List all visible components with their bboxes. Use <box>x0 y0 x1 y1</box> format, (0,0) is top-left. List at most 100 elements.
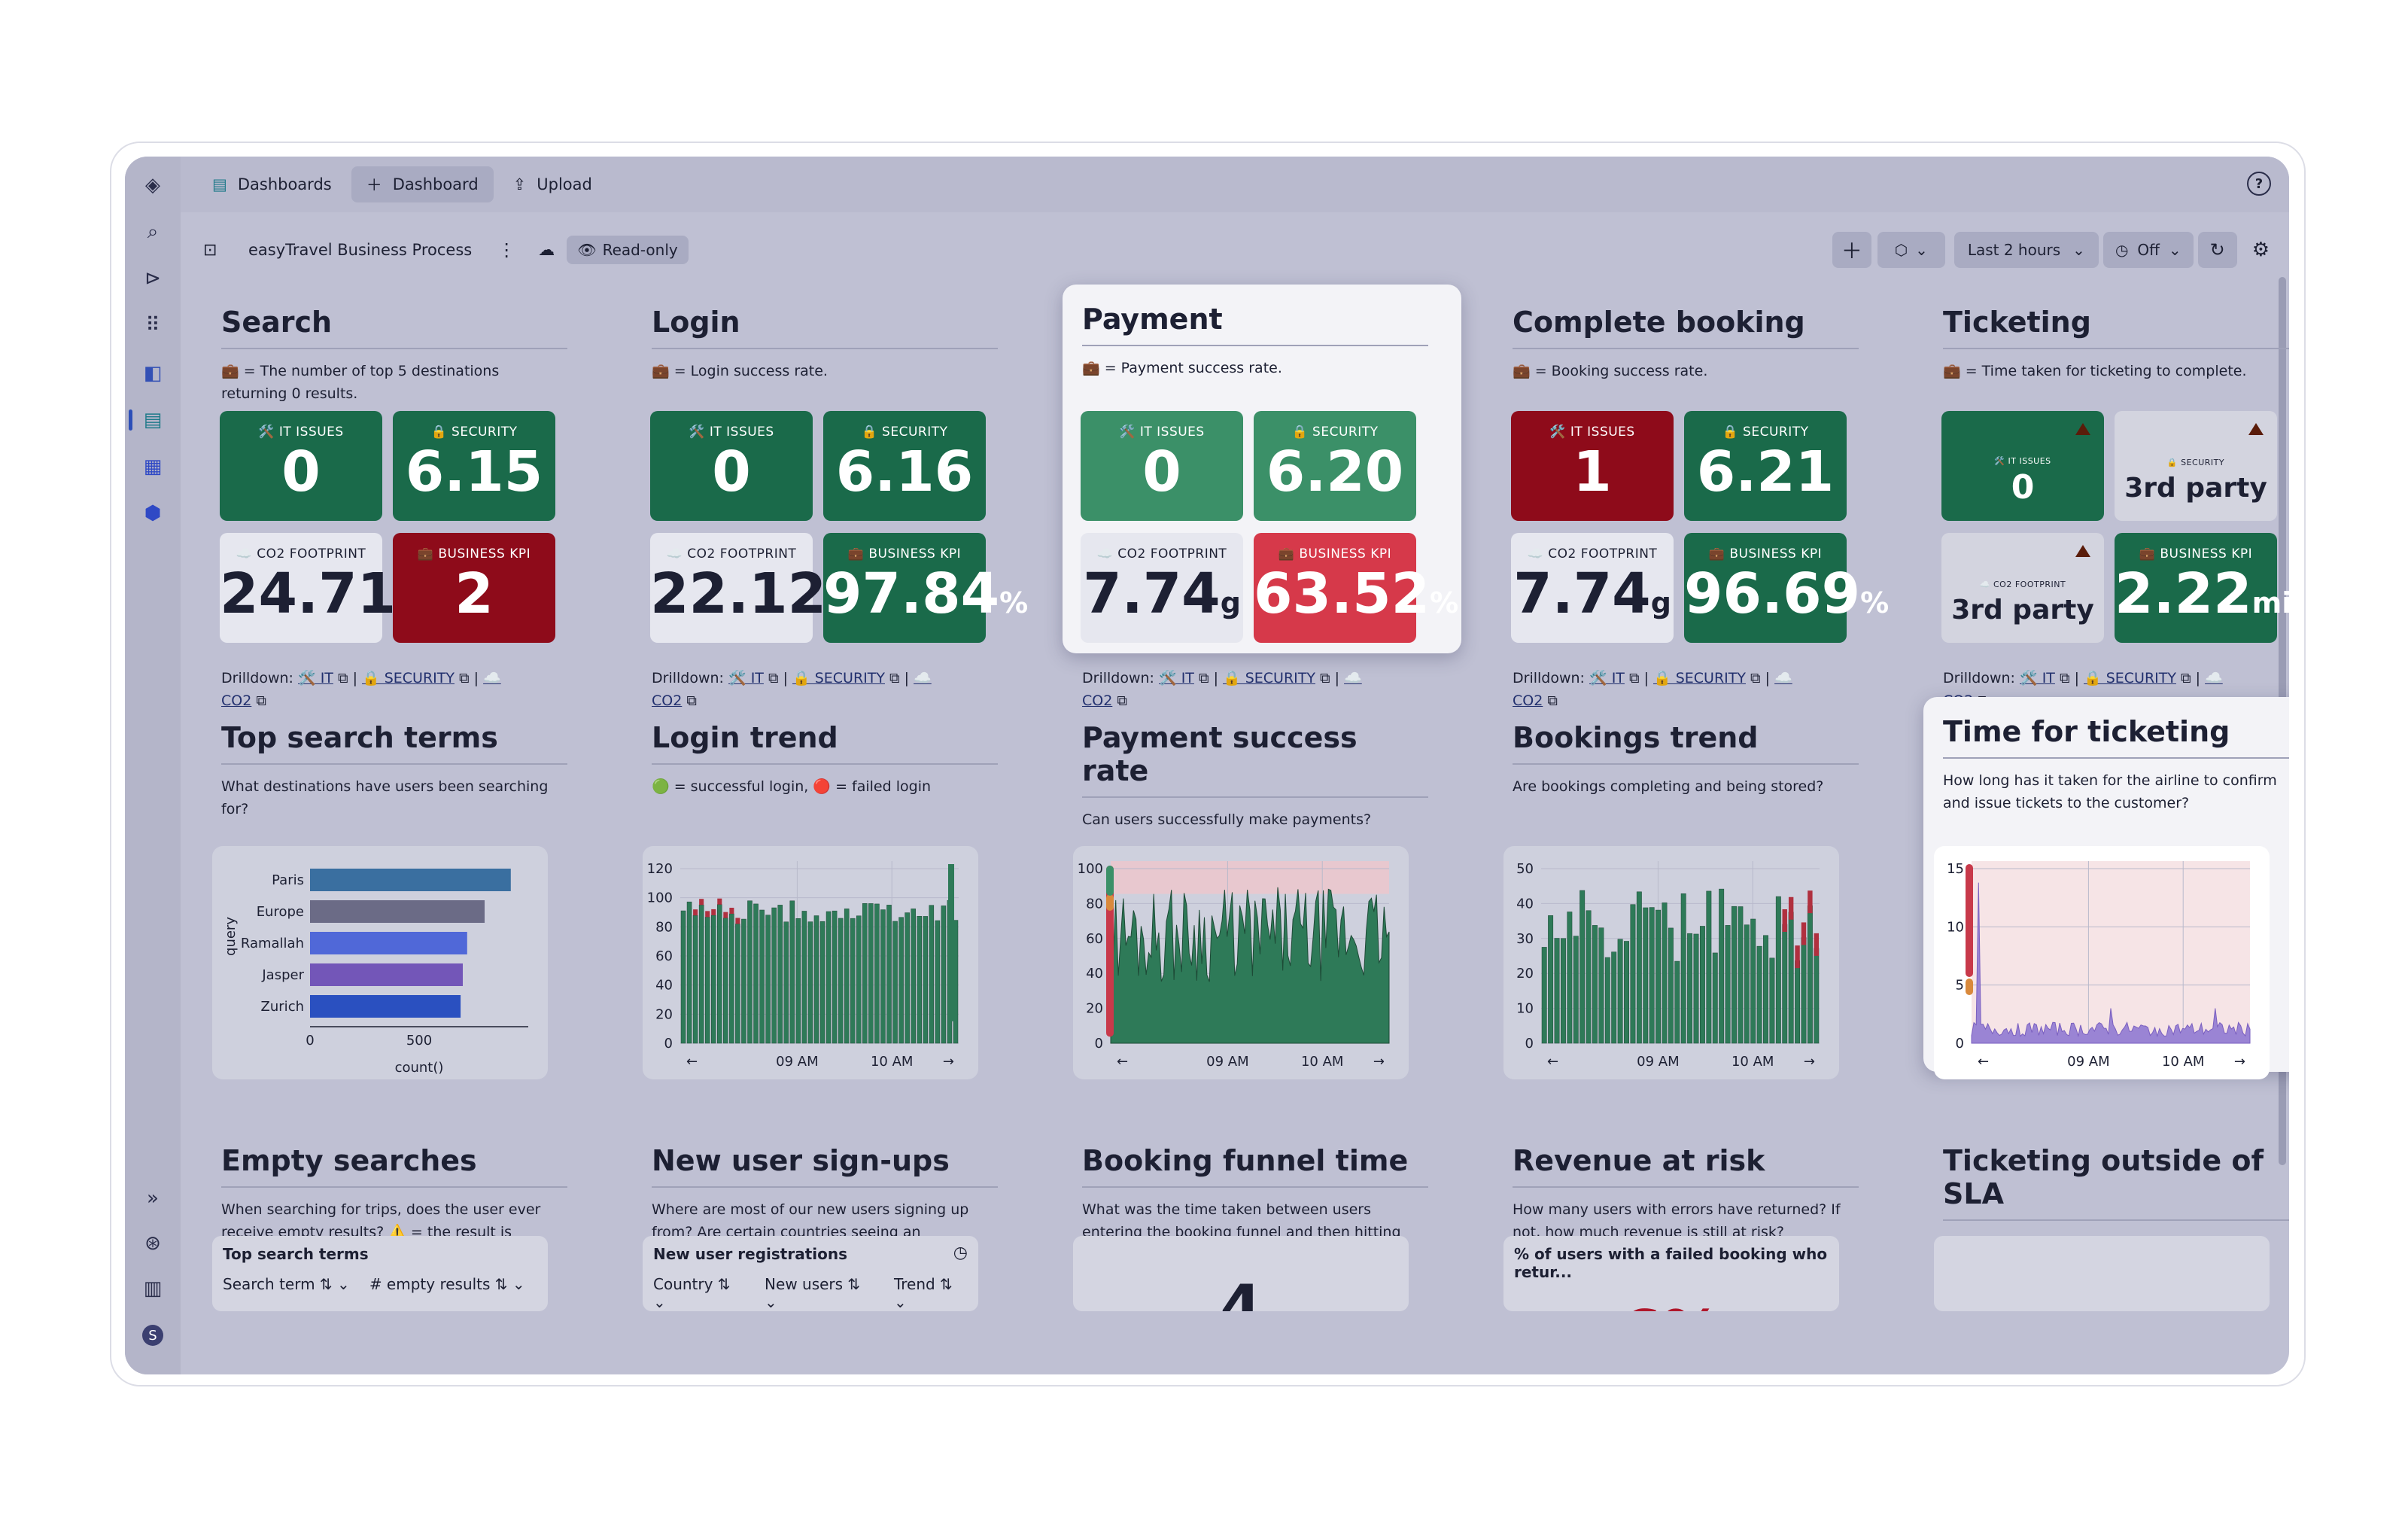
bar[interactable] <box>923 916 929 1044</box>
scroll-right-icon[interactable]: → <box>1373 1054 1385 1070</box>
scroll-left-icon[interactable]: ← <box>1547 1054 1558 1070</box>
bar[interactable] <box>1630 904 1636 1044</box>
bar[interactable] <box>1655 909 1662 1044</box>
bar[interactable] <box>1674 960 1680 1044</box>
bar[interactable] <box>777 905 783 1044</box>
kpi-tile[interactable]: 💼 BUSINESS KPI 63.52% <box>1254 533 1458 643</box>
bar[interactable] <box>753 903 759 1044</box>
bar[interactable] <box>850 918 856 1044</box>
drilldown-co2-link[interactable]: ☁️ <box>914 670 932 686</box>
refresh-button[interactable]: ↻ <box>2197 232 2237 268</box>
bar[interactable] <box>935 920 941 1044</box>
kpi-tile[interactable]: 🛠️ IT ISSUES 0 <box>1941 411 2104 521</box>
bar[interactable] <box>1636 891 1642 1044</box>
bar[interactable] <box>723 918 728 1044</box>
bar[interactable] <box>880 909 886 1044</box>
failed-bar[interactable] <box>735 918 740 924</box>
kpi-tile[interactable]: 🔒 SECURITY 6.20 <box>1254 411 1416 521</box>
hexagon-app-icon[interactable]: ⬢ <box>144 502 162 525</box>
bar[interactable] <box>1592 925 1598 1044</box>
drilldown-it-link[interactable]: 🛠️ IT <box>1159 670 1194 686</box>
bar[interactable] <box>941 906 947 1044</box>
bar[interactable] <box>783 921 789 1044</box>
timeframe-selector[interactable]: Last 2 hours ⌄ <box>1953 232 2099 268</box>
failed-bar[interactable] <box>723 912 728 918</box>
bar[interactable] <box>1624 941 1629 1044</box>
bar-jasper[interactable] <box>310 963 463 986</box>
bar[interactable] <box>1775 896 1781 1044</box>
kpi-tile[interactable]: ☁️ CO2 FOOTPRINT 24.71g <box>220 533 416 643</box>
bar[interactable] <box>911 909 916 1044</box>
bar[interactable] <box>698 904 704 1044</box>
search-icon[interactable]: ⌕ <box>147 220 159 243</box>
column-header[interactable]: New users ⇅ ⌄ <box>765 1275 861 1311</box>
bar[interactable] <box>1560 938 1566 1044</box>
bar[interactable] <box>1719 888 1725 1044</box>
bar[interactable] <box>1649 907 1655 1044</box>
tab-dashboard[interactable]: ＋ Dashboard <box>351 166 494 202</box>
bar[interactable] <box>1699 926 1705 1044</box>
logo-icon[interactable]: ◈ <box>145 174 160 196</box>
bar[interactable] <box>771 907 777 1044</box>
drilldown-co2-link-text[interactable]: CO2 <box>652 692 683 709</box>
kpi-tile[interactable]: 💼 BUSINESS KPI 97.84% <box>823 533 1028 643</box>
scroll-right-icon[interactable]: → <box>1804 1054 1815 1070</box>
drilldown-security-link[interactable]: 🔒 SECURITY <box>792 670 885 686</box>
bar[interactable] <box>1706 890 1712 1044</box>
bar[interactable] <box>1769 957 1775 1044</box>
drilldown-it-link[interactable]: 🛠️ IT <box>728 670 764 686</box>
ticketing-time-area[interactable] <box>1971 882 2251 1044</box>
bar[interactable] <box>1579 890 1586 1044</box>
bar[interactable] <box>1738 906 1744 1044</box>
segment-selector[interactable]: ⬡ ⌄ <box>1877 232 1945 268</box>
failed-bar[interactable] <box>729 907 734 914</box>
bar[interactable] <box>844 909 850 1044</box>
bar[interactable] <box>1744 924 1750 1044</box>
bar[interactable] <box>856 915 862 1044</box>
bar[interactable] <box>1617 939 1623 1044</box>
bar[interactable] <box>789 900 795 1044</box>
sidebar-toggle-icon[interactable]: ⊡ <box>203 240 217 260</box>
failed-bar[interactable] <box>711 909 716 915</box>
bar[interactable] <box>1680 893 1686 1044</box>
dashboard-title[interactable]: easyTravel Business Process <box>248 241 473 259</box>
drilldown-co2-link-text[interactable]: CO2 <box>1082 692 1113 709</box>
kpi-tile[interactable]: 🛠️ IT ISSUES 0 <box>220 411 382 521</box>
bar[interactable] <box>813 915 819 1044</box>
bar[interactable] <box>1554 938 1560 1044</box>
bar[interactable] <box>929 905 935 1044</box>
bar[interactable] <box>1604 957 1610 1044</box>
drilldown-security-link[interactable]: 🔒 SECURITY <box>1653 670 1746 686</box>
drilldown-security-link[interactable]: 🔒 SECURITY <box>1223 670 1315 686</box>
failed-bar[interactable] <box>1814 933 1819 956</box>
bar[interactable] <box>868 903 874 1044</box>
drilldown-co2-link[interactable]: ☁️ <box>483 670 501 686</box>
scroll-right-icon[interactable]: → <box>2234 1054 2245 1070</box>
failed-bar[interactable] <box>1782 909 1787 933</box>
bar[interactable] <box>1567 912 1573 1044</box>
column-header[interactable]: Country ⇅ ⌄ <box>653 1275 731 1311</box>
bar-europe[interactable] <box>310 900 485 923</box>
bar[interactable] <box>838 918 844 1044</box>
failed-bar[interactable] <box>1795 945 1800 969</box>
bar[interactable] <box>710 915 716 1044</box>
failed-bar[interactable] <box>693 909 698 916</box>
bar[interactable] <box>807 921 813 1044</box>
kpi-tile[interactable]: 🛠️ IT ISSUES 1 <box>1511 411 1674 521</box>
failed-bar[interactable] <box>717 898 722 905</box>
drilldown-co2-link-text[interactable]: CO2 <box>1513 692 1543 709</box>
add-tile-button[interactable]: ＋ <box>1832 232 1871 268</box>
bar[interactable] <box>1693 933 1699 1044</box>
drilldown-co2-link-text[interactable]: CO2 <box>221 692 252 709</box>
apps-grid-icon[interactable]: ⠿ <box>145 314 160 336</box>
kpi-tile[interactable]: ☁️ CO2 FOOTPRINT 22.12g <box>650 533 847 643</box>
kpi-tile[interactable]: 🔒 SECURITY 6.21 <box>1684 411 1847 521</box>
bar-zurich[interactable] <box>310 995 461 1018</box>
drilldown-security-link[interactable]: 🔒 SECURITY <box>2084 670 2176 686</box>
grid-app-icon[interactable]: ▦ <box>143 455 163 478</box>
bar[interactable] <box>1782 924 1788 1044</box>
drilldown-it-link[interactable]: 🛠️ IT <box>1589 670 1625 686</box>
bar[interactable] <box>1756 945 1762 1044</box>
kpi-tile[interactable]: 🔒 SECURITY 6.16 <box>823 411 986 521</box>
